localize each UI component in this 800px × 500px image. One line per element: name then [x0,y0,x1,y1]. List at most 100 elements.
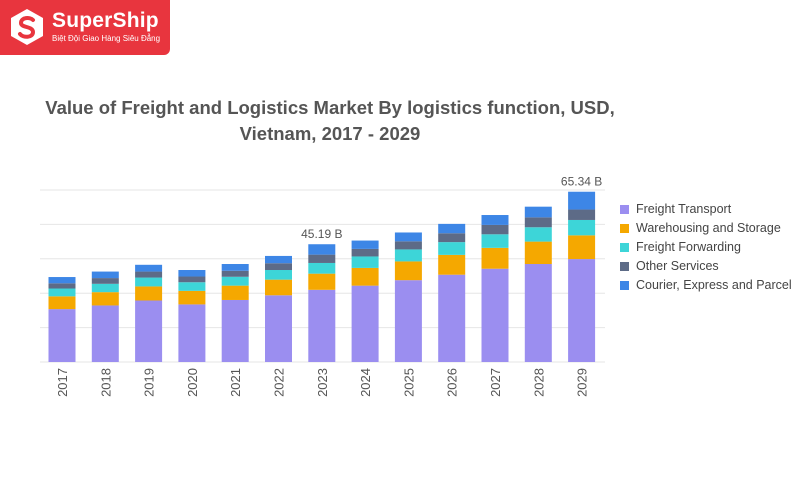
bar-segment [524,227,552,242]
bar-segment [265,255,292,264]
legend-item: Warehousing and Storage [620,220,800,236]
bar-segment [221,276,249,286]
total-annotation: 45.19 B [301,227,342,241]
legend-item: Freight Transport [620,201,800,217]
bar-segment [438,233,466,243]
x-tick-label: 2020 [185,368,200,397]
bar-segment [221,299,249,362]
bar-segment [135,286,163,301]
bar-segment [524,217,552,228]
legend-swatch [620,205,629,214]
x-tick-label: 2023 [315,368,330,397]
legend-swatch [620,281,629,290]
legend-label: Courier, Express and Parcel [636,278,792,292]
supership-logo-icon [11,9,43,45]
bar-segment [221,285,249,300]
bar-segment [394,261,422,281]
bar-segment [91,305,119,362]
x-tick-label: 2017 [55,368,70,397]
bar-segment [48,288,76,297]
bar-segment [438,242,466,255]
bar-segment [91,283,119,293]
bar-segment [178,276,206,283]
x-tick-label: 2024 [358,368,373,397]
bar-segment [48,277,76,284]
x-tick-label: 2022 [272,368,287,397]
x-tick-label: 2027 [488,368,503,397]
bar-segment [91,278,119,284]
bar-segment [524,264,552,362]
bar-segment [568,191,596,210]
total-annotation: 65.34 B [561,175,602,189]
x-tick-label: 2028 [531,368,546,397]
x-tick-label: 2026 [445,368,460,397]
bar-segment [351,285,379,362]
chart-legend: Freight Transport Warehousing and Storage… [620,201,800,296]
bar-segment [438,274,466,362]
bar-segment [48,309,76,362]
legend-label: Warehousing and Storage [636,221,781,235]
legend-swatch [620,224,629,233]
x-tick-label: 2021 [228,368,243,397]
legend-label: Other Services [636,259,719,273]
x-tick-label: 2018 [98,368,113,397]
bar-segment [265,295,292,362]
legend-item: Courier, Express and Parcel [620,277,800,293]
x-tick-label: 2025 [401,368,416,397]
bar-segment [265,263,292,271]
brand-name: SuperShip [52,9,159,32]
bar-segment [308,262,336,274]
bar-segment [265,270,292,280]
bar-segment [524,241,552,265]
bar-segment [178,290,206,305]
chart-title: Value of Freight and Logistics Market By… [45,97,615,144]
bar-segment [135,277,163,287]
bar-segment [481,234,509,248]
bar-segment [351,267,379,286]
bar-segment [48,296,76,310]
bar-segment [568,209,596,220]
bar-segment [438,254,466,275]
bar-segment [135,271,163,278]
bar-segment [568,219,596,236]
bar-segment [481,268,509,362]
bar-segment [394,232,422,242]
bar-segment [351,256,379,268]
bar-segment [178,270,206,277]
bar-segment [308,244,336,255]
bar-segment [48,283,76,289]
bar-segment [91,292,119,306]
bar-segment [394,249,422,262]
bar-segment [394,280,422,362]
bar-segment [308,289,336,362]
bar-segment [351,240,379,249]
bar-segment [481,224,509,235]
supership-logo: SuperShip Biệt Đội Giao Hàng Siêu Đẳng [0,0,170,55]
bar-segment [135,264,163,272]
bar-segment [394,241,422,250]
bar-segment [524,206,552,218]
bar-segment [178,304,206,362]
bar-segment [481,215,509,225]
bar-segment [568,259,596,362]
legend-swatch [620,243,629,252]
bar-segment [135,300,163,362]
bar-segment [221,264,249,271]
bar-segment [221,270,249,277]
bar-segment [265,279,292,296]
legend-label: Freight Forwarding [636,240,741,254]
legend-item: Other Services [620,258,800,274]
bar-segment [481,247,509,269]
bar-segment [568,235,596,260]
x-tick-label: 2019 [142,368,157,397]
bar-segment [308,273,336,290]
brand-tagline: Biệt Đội Giao Hàng Siêu Đẳng [52,34,161,43]
bar-segment [308,254,336,263]
legend-swatch [620,262,629,271]
bar-segment [178,282,206,291]
bar-segment [91,271,119,279]
bar-segment [438,223,466,234]
bar-segment [351,248,379,257]
x-tick-label: 2029 [575,368,590,397]
